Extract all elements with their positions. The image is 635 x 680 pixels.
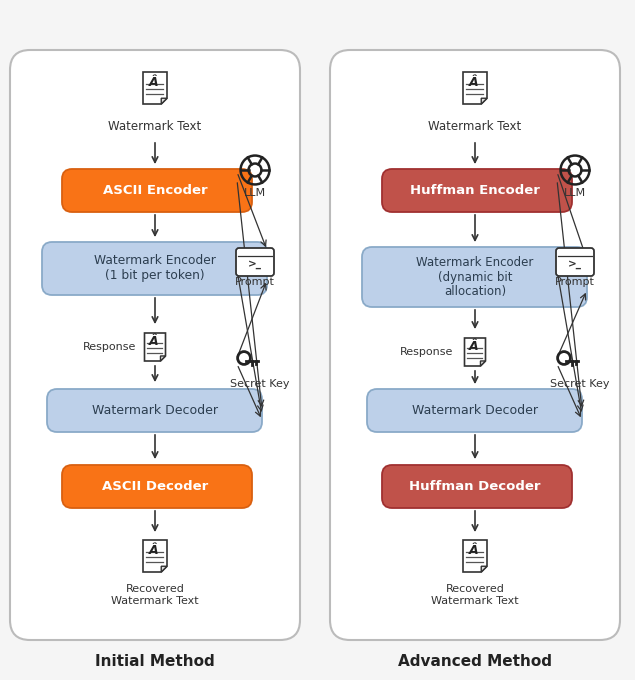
Text: Advanced Method: Advanced Method [398, 654, 552, 670]
Text: Watermark Decoder: Watermark Decoder [92, 403, 218, 416]
FancyBboxPatch shape [62, 465, 252, 508]
Text: Huffman Decoder: Huffman Decoder [409, 479, 541, 492]
Text: Â: Â [469, 341, 479, 354]
Text: Watermark Decoder: Watermark Decoder [412, 403, 538, 416]
Text: Watermark Text: Watermark Text [429, 120, 521, 133]
FancyBboxPatch shape [382, 169, 572, 212]
Text: Huffman Encoder: Huffman Encoder [410, 184, 540, 197]
Polygon shape [481, 98, 487, 104]
FancyBboxPatch shape [42, 242, 267, 295]
Text: Response: Response [83, 342, 137, 352]
Text: Prompt: Prompt [555, 277, 595, 287]
Polygon shape [464, 338, 486, 366]
FancyBboxPatch shape [47, 389, 262, 432]
Polygon shape [481, 361, 486, 366]
Polygon shape [143, 72, 167, 104]
Text: >_: >_ [248, 259, 262, 269]
Text: Â: Â [149, 75, 159, 89]
Text: Initial Method: Initial Method [95, 654, 215, 670]
FancyBboxPatch shape [367, 389, 582, 432]
Polygon shape [143, 540, 167, 572]
Text: >_: >_ [568, 259, 582, 269]
FancyBboxPatch shape [62, 169, 252, 212]
Text: Recovered
Watermark Text: Recovered Watermark Text [111, 584, 199, 606]
Text: Recovered
Watermark Text: Recovered Watermark Text [431, 584, 519, 606]
Text: Â: Â [149, 544, 159, 557]
Text: Watermark Text: Watermark Text [109, 120, 202, 133]
FancyBboxPatch shape [10, 50, 300, 640]
FancyBboxPatch shape [330, 50, 620, 640]
FancyBboxPatch shape [556, 248, 594, 276]
Text: Watermark Encoder
(1 bit per token): Watermark Encoder (1 bit per token) [94, 254, 216, 282]
Text: Secret Key: Secret Key [231, 379, 290, 389]
Text: Secret Key: Secret Key [551, 379, 610, 389]
Polygon shape [161, 356, 166, 361]
Polygon shape [463, 72, 487, 104]
Text: Â: Â [149, 335, 159, 348]
Polygon shape [463, 540, 487, 572]
FancyBboxPatch shape [236, 248, 274, 276]
FancyBboxPatch shape [382, 465, 572, 508]
Polygon shape [161, 98, 167, 104]
FancyBboxPatch shape [362, 247, 587, 307]
Text: Â: Â [469, 75, 479, 89]
Text: Â: Â [469, 544, 479, 557]
Polygon shape [161, 566, 167, 572]
Text: ASCII Encoder: ASCII Encoder [103, 184, 207, 197]
Text: Prompt: Prompt [235, 277, 275, 287]
Polygon shape [145, 333, 166, 361]
Text: ASCII Decoder: ASCII Decoder [102, 479, 208, 492]
Text: Watermark Encoder
(dynamic bit
allocation): Watermark Encoder (dynamic bit allocatio… [417, 256, 533, 299]
Polygon shape [481, 566, 487, 572]
Text: LLM: LLM [244, 188, 266, 198]
Text: Response: Response [400, 347, 453, 357]
Text: LLM: LLM [564, 188, 586, 198]
